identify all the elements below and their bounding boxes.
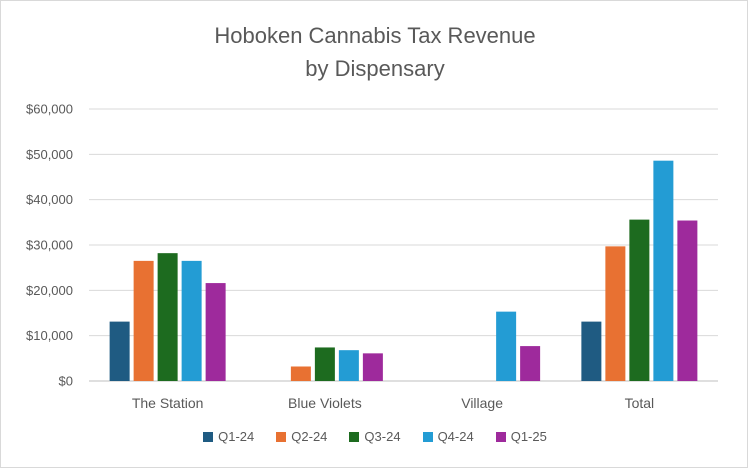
bar-q1-24-total bbox=[581, 321, 602, 381]
legend-swatch-q2-24 bbox=[276, 432, 287, 442]
bar-q4-24-village bbox=[496, 311, 517, 381]
x-tick-label: Blue Violets bbox=[288, 395, 362, 411]
bar-q4-24-blue-violets bbox=[338, 350, 359, 381]
bar-q3-24-total bbox=[629, 219, 650, 381]
legend-item-q4-24: Q4-24 bbox=[422, 427, 474, 447]
bar-q1-24-the-station bbox=[109, 321, 130, 381]
legend-label-q3-24: Q3-24 bbox=[364, 429, 401, 444]
bar-q3-24-blue-violets bbox=[314, 347, 335, 381]
legend-label-q1-25: Q1-25 bbox=[510, 429, 547, 444]
bar-q2-24-total bbox=[605, 246, 626, 381]
x-tick-label: The Station bbox=[132, 395, 204, 411]
bar-q4-24-total bbox=[653, 160, 674, 381]
legend-swatch-q4-24 bbox=[422, 432, 433, 442]
x-tick-label: Total bbox=[625, 395, 655, 411]
y-tick-label: $20,000 bbox=[26, 283, 73, 298]
y-tick-label: $10,000 bbox=[26, 328, 73, 343]
y-tick-label: $60,000 bbox=[26, 102, 73, 117]
y-tick-label: $0 bbox=[59, 374, 73, 389]
legend-swatch-q3-24 bbox=[349, 432, 360, 442]
legend-label-q4-24: Q4-24 bbox=[437, 429, 474, 444]
legend-item-q2-24: Q2-24 bbox=[276, 427, 327, 447]
bar-q2-24-blue-violets bbox=[290, 366, 311, 381]
chart-title-line-2: by Dispensary bbox=[305, 56, 445, 81]
bar-q1-25-village bbox=[520, 346, 541, 381]
bar-q4-24-the-station bbox=[181, 260, 202, 381]
bar-q3-24-the-station bbox=[157, 253, 178, 381]
bar-q1-25-total bbox=[677, 220, 698, 381]
bar-q1-25-blue-violets bbox=[362, 353, 383, 381]
legend-swatch-q1-25 bbox=[495, 432, 506, 442]
legend-item-q1-25: Q1-25 bbox=[495, 427, 547, 447]
legend-item-q1-24: Q1-24 bbox=[203, 427, 254, 447]
legend-item-q3-24: Q3-24 bbox=[349, 427, 401, 447]
chart-title-line-1: Hoboken Cannabis Tax Revenue bbox=[214, 23, 536, 48]
bar-q1-25-the-station bbox=[205, 283, 226, 381]
chart-legend: Q1-24 Q2-24 Q3-24 Q4-24 Q1-25 bbox=[1, 427, 749, 447]
legend-swatch-q1-24 bbox=[203, 432, 214, 442]
x-tick-label: Village bbox=[461, 395, 503, 411]
y-tick-label: $50,000 bbox=[26, 147, 73, 162]
y-tick-label: $30,000 bbox=[26, 238, 73, 253]
legend-label-q2-24: Q2-24 bbox=[291, 429, 328, 444]
bar-q2-24-the-station bbox=[133, 260, 154, 381]
legend-label-q1-24: Q1-24 bbox=[218, 429, 255, 444]
chart-title: Hoboken Cannabis Tax Revenue by Dispensa… bbox=[1, 19, 749, 85]
y-tick-label: $40,000 bbox=[26, 192, 73, 207]
